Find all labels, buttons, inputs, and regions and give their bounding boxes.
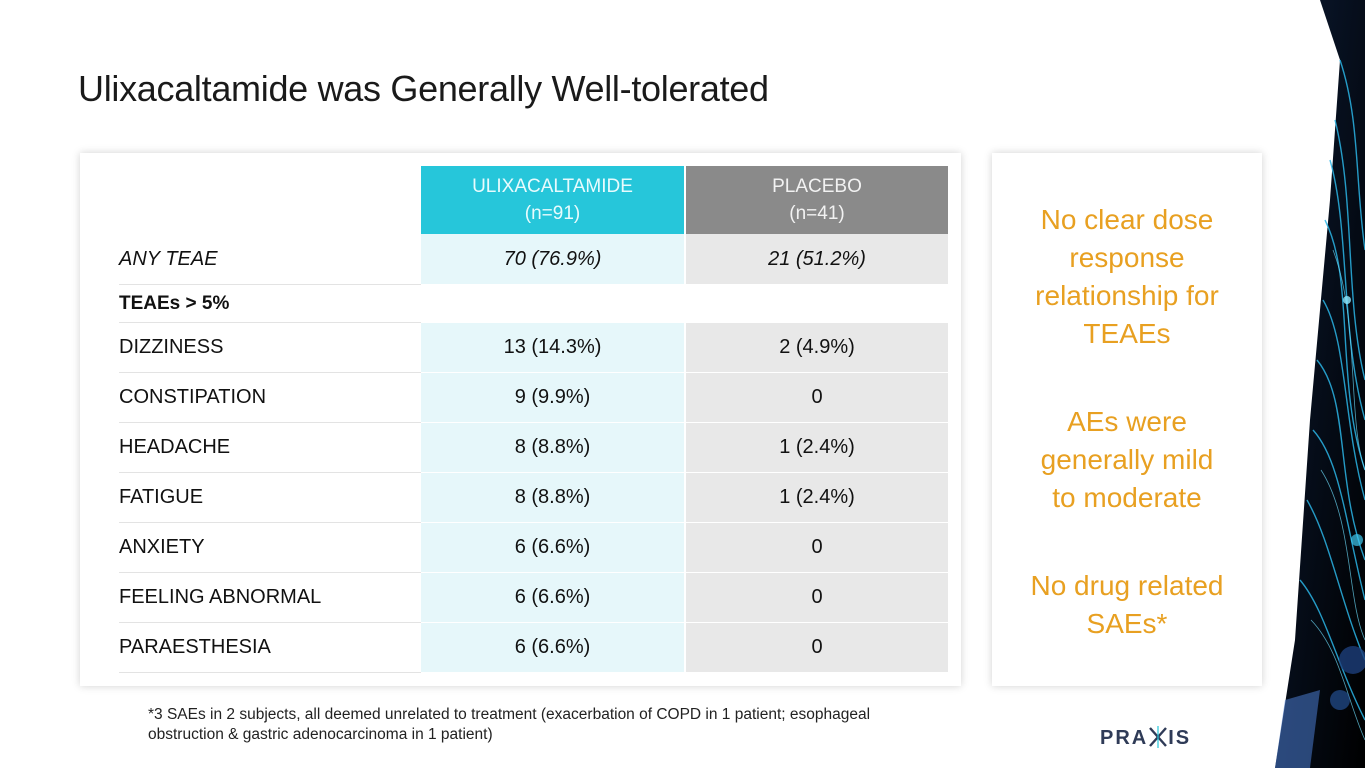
table-row: HEADACHE 8 (8.8%) 1 (2.4%) xyxy=(119,422,948,473)
table-header-row: ULIXACALTAMIDE (n=91) PLACEBO (n=41) xyxy=(119,166,948,234)
placebo-value: 0 xyxy=(684,572,948,623)
ulix-value: 6 (6.6%) xyxy=(421,572,685,623)
table-row: CONSTIPATION 9 (9.9%) 0 xyxy=(119,372,948,423)
header-blank-cell xyxy=(119,166,421,234)
ulix-value: 70 (76.9%) xyxy=(421,234,685,285)
logo-text-right: IS xyxy=(1168,727,1192,749)
row-label: DIZZINESS xyxy=(119,322,421,373)
ulix-value: 8 (8.8%) xyxy=(421,422,685,473)
ulix-value: 8 (8.8%) xyxy=(421,472,685,523)
placebo-value: 21 (51.2%) xyxy=(684,234,948,285)
footnote: *3 SAEs in 2 subjects, all deemed unrela… xyxy=(148,705,948,745)
footnote-line: *3 SAEs in 2 subjects, all deemed unrela… xyxy=(148,706,871,723)
table-row: FEELING ABNORMAL 6 (6.6%) 0 xyxy=(119,572,948,623)
row-label: PARAESTHESIA xyxy=(119,622,421,673)
finding-line: TEAEs xyxy=(1083,318,1171,349)
finding-saes: No drug related SAEs* xyxy=(992,567,1262,643)
row-label: FATIGUE xyxy=(119,472,421,523)
table-row: ANXIETY 6 (6.6%) 0 xyxy=(119,522,948,573)
slide-title: Ulixacaltamide was Generally Well-tolera… xyxy=(78,68,769,109)
row-label: ANY TEAE xyxy=(119,234,421,285)
ulix-value: 9 (9.9%) xyxy=(421,372,685,423)
section-blank-ulix xyxy=(421,284,685,323)
header-ulixacaltamide: ULIXACALTAMIDE (n=91) xyxy=(421,166,685,234)
finding-severity: AEs were generally mild to moderate xyxy=(992,403,1262,517)
logo-x-icon xyxy=(1148,726,1168,750)
ulix-value: 6 (6.6%) xyxy=(421,622,685,673)
praxis-logo: PRA IS xyxy=(1100,726,1191,750)
finding-line: No clear dose xyxy=(1040,204,1214,235)
header-ulix-name: ULIXACALTAMIDE xyxy=(472,176,633,197)
section-label: TEAEs > 5% xyxy=(119,284,421,323)
logo-text-left: PRA xyxy=(1100,727,1149,749)
key-findings-card: No clear dose response relationship for … xyxy=(992,153,1262,686)
row-label: HEADACHE xyxy=(119,422,421,473)
section-blank-placebo xyxy=(685,284,948,323)
finding-line: relationship for xyxy=(1035,280,1219,311)
finding-dose-response: No clear dose response relationship for … xyxy=(992,201,1262,353)
ae-table-card: ULIXACALTAMIDE (n=91) PLACEBO (n=41) ANY… xyxy=(80,153,961,686)
row-label: FEELING ABNORMAL xyxy=(119,572,421,623)
fiber-optic-background xyxy=(1085,0,1365,768)
footnote-line: obstruction & gastric adenocarcinoma in … xyxy=(148,726,493,743)
placebo-value: 2 (4.9%) xyxy=(684,322,948,373)
finding-line: No drug related xyxy=(1030,570,1224,601)
finding-line: SAEs* xyxy=(1086,608,1168,639)
placebo-value: 1 (2.4%) xyxy=(684,472,948,523)
finding-line: generally mild xyxy=(1040,444,1214,475)
ulix-value: 6 (6.6%) xyxy=(421,522,685,573)
ulix-value: 13 (14.3%) xyxy=(421,322,685,373)
row-label: ANXIETY xyxy=(119,522,421,573)
table-row: FATIGUE 8 (8.8%) 1 (2.4%) xyxy=(119,472,948,523)
table-section-row: TEAEs > 5% xyxy=(119,284,948,323)
finding-line: to moderate xyxy=(1052,482,1202,513)
header-ulix-n: (n=91) xyxy=(524,203,581,224)
placebo-value: 0 xyxy=(684,622,948,673)
ae-table: ULIXACALTAMIDE (n=91) PLACEBO (n=41) ANY… xyxy=(119,166,948,673)
header-placebo-name: PLACEBO xyxy=(772,176,862,197)
header-placebo-n: (n=41) xyxy=(789,203,845,224)
table-row: DIZZINESS 13 (14.3%) 2 (4.9%) xyxy=(119,322,948,373)
placebo-value: 0 xyxy=(684,522,948,573)
table-row: PARAESTHESIA 6 (6.6%) 0 xyxy=(119,622,948,673)
finding-line: response xyxy=(1069,242,1185,273)
table-row-any-teae: ANY TEAE 70 (76.9%) 21 (51.2%) xyxy=(119,234,948,285)
placebo-value: 1 (2.4%) xyxy=(684,422,948,473)
header-placebo: PLACEBO (n=41) xyxy=(684,166,948,234)
placebo-value: 0 xyxy=(684,372,948,423)
row-label: CONSTIPATION xyxy=(119,372,421,423)
finding-line: AEs were xyxy=(1067,406,1187,437)
